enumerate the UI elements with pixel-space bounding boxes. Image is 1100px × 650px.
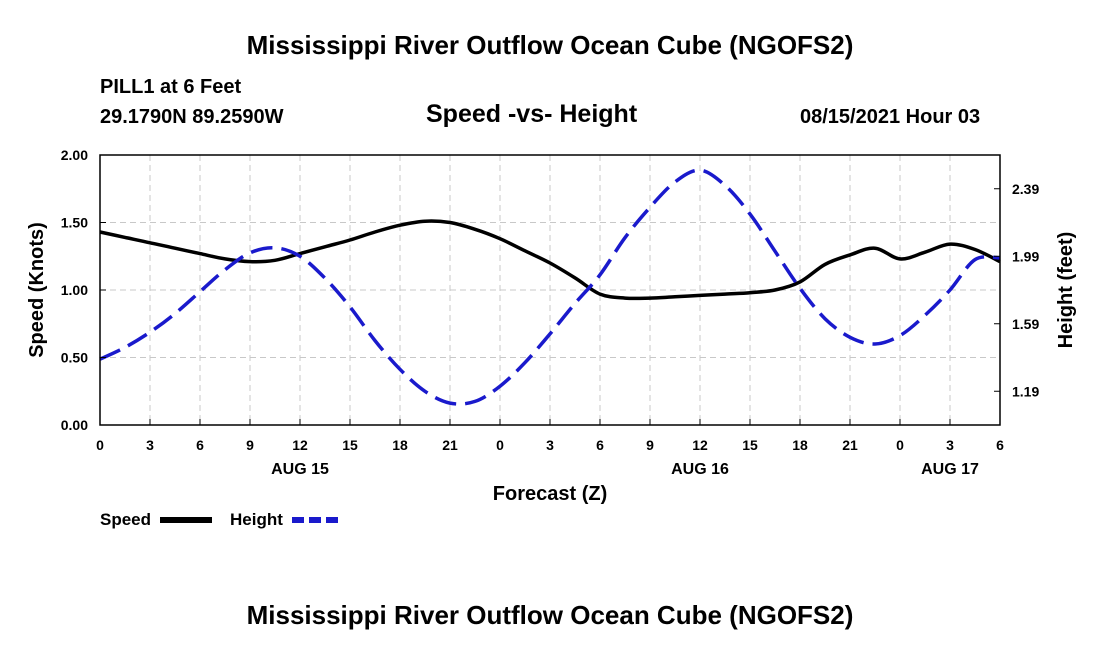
station-coords: 29.1790N 89.2590W: [100, 106, 284, 128]
y-tick-label-left: 0.00: [61, 417, 88, 433]
legend-label-height: Height: [230, 510, 283, 529]
chart-subtitle: Speed -vs- Height: [426, 100, 638, 128]
x-tick-label: 9: [646, 437, 654, 453]
x-day-label: AUG 17: [921, 461, 979, 478]
x-tick-label: 15: [342, 437, 358, 453]
y-tick-label-left: 1.50: [61, 215, 88, 231]
x-tick-label: 15: [742, 437, 758, 453]
x-tick-label: 21: [442, 437, 458, 453]
y-tick-label-right: 1.99: [1012, 248, 1039, 264]
x-tick-label: 0: [96, 437, 104, 453]
series-layer: [99, 168, 1001, 406]
x-day-label: AUG 15: [271, 461, 329, 478]
y-tick-label-right: 1.19: [1012, 383, 1039, 399]
x-tick-label: 3: [546, 437, 554, 453]
y-tick-label-left: 0.50: [61, 350, 88, 366]
forecast-datetime: 08/15/2021 Hour 03: [800, 106, 981, 128]
grid-lines: [100, 155, 1000, 425]
x-tick-label: 18: [392, 437, 408, 453]
x-tick-label: 6: [596, 437, 604, 453]
axes: 0 3 6 9 12 15 18 21 0 3 6 9 12 15 18 21 0 3 6 0.00 0.50 1.00 1…: [61, 147, 1040, 478]
y-tick-label-right: 1.59: [1012, 316, 1039, 332]
legend-label-speed: Speed: [100, 510, 151, 529]
series-line-speed: [99, 219, 1001, 301]
y-axis-label-left: Speed (Knots): [26, 222, 48, 358]
x-tick-label: 12: [692, 437, 708, 453]
x-tick-label: 6: [196, 437, 204, 453]
x-tick-label: 12: [292, 437, 308, 453]
y-axis-label-right: Height (feet): [1055, 232, 1077, 349]
x-day-label: AUG 16: [671, 461, 729, 478]
station-label: PILL1 at 6 Feet: [100, 76, 242, 98]
x-tick-label: 0: [896, 437, 904, 453]
chart-title-bottom: Mississippi River Outflow Ocean Cube (NG…: [246, 600, 854, 630]
x-tick-label: 3: [946, 437, 954, 453]
x-tick-label: 18: [792, 437, 808, 453]
y-tick-label-left: 2.00: [61, 147, 88, 163]
y-tick-label-right: 2.39: [1012, 181, 1039, 197]
plot-frame: [99, 154, 1001, 426]
series-line-height: [99, 168, 1001, 406]
x-tick-label: 6: [996, 437, 1004, 453]
chart-title-top: Mississippi River Outflow Ocean Cube (NG…: [246, 30, 854, 60]
x-tick-label: 3: [146, 437, 154, 453]
x-tick-label: 0: [496, 437, 504, 453]
x-tick-label: 21: [842, 437, 858, 453]
x-tick-label: 9: [246, 437, 254, 453]
x-axis-label: Forecast (Z): [493, 483, 607, 505]
y-tick-label-left: 1.00: [61, 282, 88, 298]
